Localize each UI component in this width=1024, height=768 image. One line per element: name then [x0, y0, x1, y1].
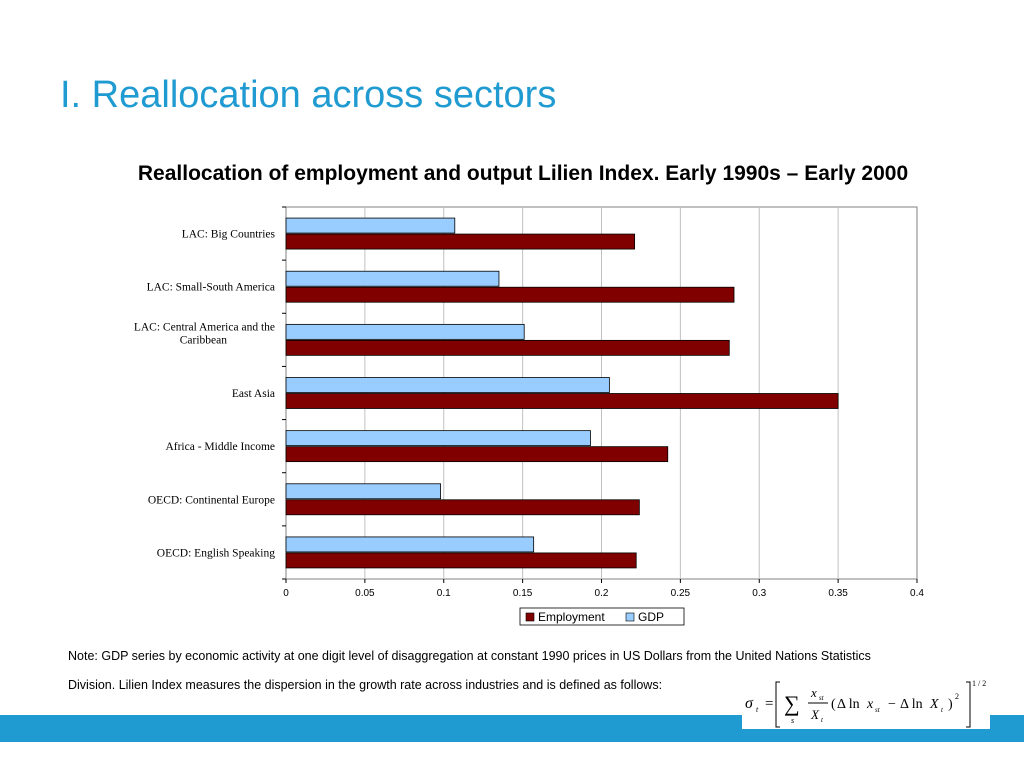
gdp-bar [285, 217, 456, 234]
employment-bar [285, 446, 669, 463]
x-tick-label: 0 [283, 588, 289, 599]
category-label: East Asia [232, 388, 275, 400]
formula-power: 1 / 2 [972, 679, 986, 688]
note-text: Note: GDP series by economic activity at… [68, 642, 993, 700]
x-tick-label: 0.3 [752, 588, 766, 599]
x-tick-label: 0.4 [910, 588, 924, 599]
formula-minus: − [888, 697, 896, 712]
x-tick-label: 0.25 [671, 588, 691, 599]
category-label: LAC: Small-South America [147, 282, 275, 294]
lilien-formula: σ t = ∑ s x st X t ( Δ ln x st − Δ ln X … [742, 677, 990, 729]
category-label: LAC: Central America and the Caribbean [134, 321, 275, 346]
category-label-line: OECD: Continental Europe [148, 494, 275, 506]
legend-swatch [625, 612, 635, 622]
gdp-bar [285, 270, 500, 287]
gdp-bar [285, 430, 591, 447]
x-tick-label: 0.05 [355, 588, 375, 599]
formula-square: 2 [955, 692, 959, 701]
x-tick-label: 0.2 [595, 588, 609, 599]
formula-X: X [929, 697, 939, 712]
formula-close-paren: ) [948, 697, 953, 712]
formula-sigma-sub: t [756, 705, 759, 714]
formula-delta-ln-1: Δ ln [837, 697, 860, 712]
formula-right-bracket [966, 681, 971, 728]
category-label-line: LAC: Central America and the [134, 321, 275, 333]
category-label-line: Africa - Middle Income [165, 441, 275, 453]
employment-bar [285, 233, 636, 250]
category-label-line: LAC: Big Countries [182, 229, 276, 241]
gdp-bar [285, 483, 441, 500]
formula-sigma: σ [745, 695, 754, 712]
employment-bar [285, 552, 637, 569]
category-label-line: Caribbean [180, 334, 228, 346]
category-label-line: OECD: English Speaking [157, 547, 275, 559]
category-label: OECD: Continental Europe [148, 494, 275, 506]
gdp-bar [285, 323, 525, 340]
category-label: Africa - Middle Income [165, 441, 275, 453]
legend-box [519, 607, 685, 626]
chart-title: Reallocation of employment and output Li… [137, 162, 909, 185]
x-tick-label: 0.35 [828, 588, 848, 599]
x-tick-label: 0.1 [437, 588, 451, 599]
note-line-1: Note: GDP series by economic activity at… [68, 649, 871, 663]
formula-num: x [810, 685, 817, 700]
slide-title: I. Reallocation across sectors [60, 74, 557, 116]
category-label-line: LAC: Small-South America [147, 282, 275, 294]
employment-bar [285, 499, 640, 516]
formula-X-sub: t [941, 706, 944, 714]
formula-den-sub: t [821, 716, 824, 724]
formula-sum-index: s [791, 716, 794, 725]
bar-chart: 0 0.05 0.1 0.15 0.2 0.25 0.3 0.35 0.4 LAC: Big Co… [134, 206, 924, 626]
formula-num-sub: st [819, 694, 825, 702]
formula-sum: ∑ [784, 691, 800, 716]
employment-bar [285, 393, 839, 409]
legend-label: GDP [638, 610, 664, 624]
formula-den: X [810, 707, 820, 722]
formula-x-sub: st [875, 706, 881, 714]
x-tick-label: 0.15 [513, 588, 533, 599]
formula-equals: = [765, 696, 773, 712]
legend-label: Employment [538, 610, 605, 624]
gdp-bar [285, 536, 535, 553]
gdp-bar [285, 377, 610, 393]
category-label-line: East Asia [232, 388, 275, 400]
formula-open-paren: ( [831, 697, 836, 712]
employment-bar [285, 286, 735, 303]
formula-left-bracket [775, 681, 780, 728]
formula-delta-ln-2: Δ ln [900, 697, 923, 712]
note-line-2: Division. Lilien Index measures the disp… [68, 678, 663, 692]
category-label: OECD: English Speaking [157, 547, 275, 559]
employment-bar [285, 339, 730, 356]
category-label: LAC: Big Countries [182, 229, 276, 241]
formula-x: x [866, 697, 874, 712]
legend-swatch [525, 612, 535, 622]
